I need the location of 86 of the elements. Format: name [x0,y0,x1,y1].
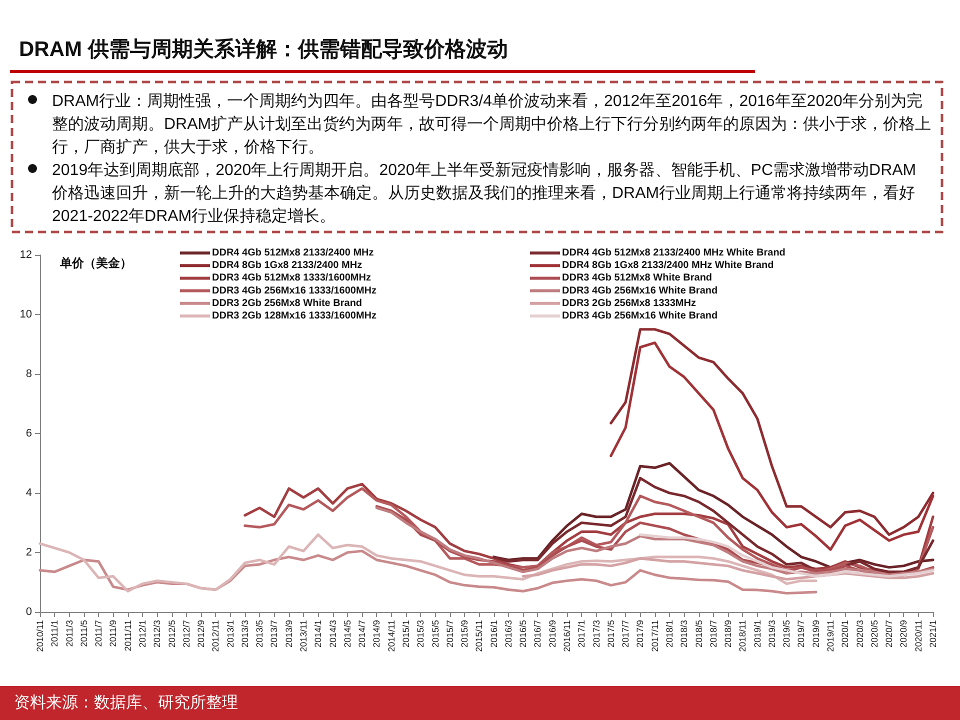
y-axis-title: 单价（美金） [59,256,132,270]
legend-label: DDR3 2Gb 256Mx8 1333MHz [562,298,696,309]
x-tick-label: 2010/11 [35,620,45,652]
legend-label: DDR3 2Gb 128Mx16 1333/1600MHz [212,310,377,322]
x-tick-label: 2014/7 [357,620,368,648]
x-tick-label: 2015/1 [400,620,411,648]
x-tick-label: 2011/7 [94,620,104,647]
x-tick-label: 2011/3 [64,620,74,647]
x-tick-label: 2015/5 [430,620,440,648]
x-tick-label: 2016/11 [562,620,572,652]
x-tick-label: 2014/9 [372,620,382,648]
x-tick-label: 2013/5 [254,620,265,648]
x-tick-label: 2016/9 [547,620,558,648]
y-tick-label: 10 [20,308,32,320]
x-tick-label: 2015/11 [474,620,484,652]
x-tick-label: 2019/5 [782,620,792,648]
legend-label: DDR3 4Gb 256Mx16 White Brand [562,310,718,322]
x-tick-label: 2015/3 [416,620,426,648]
x-tick-label: 2020/1 [840,620,850,648]
text: 资料来源：数据库、研究所整理 [14,694,238,712]
x-tick-label: 2015/7 [444,620,455,648]
y-tick-label: 12 [20,249,32,261]
x-tick-label: 2020/9 [898,620,909,648]
x-tick-label: 2018/1 [664,620,674,648]
x-tick-label: 2013/3 [240,620,250,648]
legend-label: DDR4 4Gb 512Mx8 2133/2400 MHz White Brand [562,248,786,258]
x-tick-label: 2013/9 [284,620,294,648]
x-tick-label: 2019/7 [796,620,806,648]
x-tick-label: 2016/7 [532,620,543,648]
y-tick-label: 6 [26,428,32,440]
x-tick-label: 2017/11 [650,620,660,652]
x-tick-label: 2014/5 [342,620,352,648]
legend-label: DDR4 8Gb 1Gx8 2133/2400 MHz [212,260,362,272]
legend-label: DDR3 4Gb 256Mx16 1333/1600MHz [212,285,377,296]
x-tick-label: 2017/3 [591,620,602,648]
x-tick-label: 2020/5 [869,620,880,648]
y-tick-label: 2 [26,546,32,558]
x-tick-label: 2017/5 [606,620,616,648]
x-tick-label: 2020/11 [913,620,924,652]
legend-label: DDR3 2Gb 256Mx8 White Brand [212,298,362,309]
x-tick-label: 2013/11 [298,620,309,652]
x-tick-label: 2011/11 [122,620,133,652]
x-tick-label: 2018/9 [723,620,734,648]
y-tick-label: 4 [26,487,32,499]
x-tick-label: 2013/7 [269,620,280,648]
x-tick-label: 2012/11 [210,620,221,652]
x-tick-label: 2017/7 [620,620,631,648]
x-tick-label: 2017/9 [635,620,646,648]
x-tick-label: 2015/9 [460,620,470,648]
legend-label: DDR4 8Gb 1Gx8 2133/2400 MHz White Brand [562,260,774,272]
x-tick-label: 2021/1 [928,620,938,648]
legend-label: DDR3 4Gb 512Mx8 1333/1600MHz [212,272,371,284]
legend-label: DDR4 4Gb 512Mx8 2133/2400 MHz [212,248,374,258]
x-tick-label: 2019/9 [810,620,821,648]
x-tick-label: 2012/1 [137,620,148,648]
x-tick-label: 2011/5 [78,620,89,647]
x-tick-label: 2016/5 [518,620,528,648]
x-tick-label: 2011/9 [108,620,118,647]
x-tick-label: 2012/3 [152,620,162,648]
x-tick-label: 2013/1 [225,620,236,648]
x-tick-label: 2014/11 [386,620,396,652]
x-tick-label: 2016/1 [488,620,499,648]
x-tick-label: 2016/3 [503,620,514,648]
x-tick-label: 2012/9 [196,620,206,648]
x-tick-label: 2014/3 [328,620,338,648]
x-tick-label: 2018/3 [679,620,690,648]
x-tick-label: 2017/1 [576,620,587,648]
chart-title: DRAM 供需与周期关系详解：供需错配导致价格波动 [19,37,508,61]
x-tick-label: 2012/5 [166,620,177,648]
x-tick-label: 2018/7 [708,620,718,648]
x-tick-label: 2019/11 [826,620,836,652]
legend-label: DDR3 4Gb 256Mx16 White Brand [562,285,718,296]
x-tick-label: 2018/5 [694,620,704,648]
x-tick-label: 2020/7 [884,620,894,648]
x-tick-label: 2012/7 [181,620,192,648]
legend-label: DDR3 4Gb 512Mx8 White Brand [562,272,712,284]
x-tick-label: 2019/3 [766,620,777,648]
y-tick-label: 8 [26,368,32,380]
x-tick-label: 2011/1 [50,620,60,647]
y-tick-label: 0 [26,606,32,618]
text: DRAM行业：周期性强，一个周期约为四年。由各型号DDR3/4单价波动来看，2012年至2016年，2016年至2020年分别为完整的波动周期。DRAM扩产从计划至出货约为两年，故可得一个周期中价格上行下行分别约两年的原因为：供小于求，价格上行，厂商扩产，供大于求，价格下行。 [52,92,932,156]
x-tick-label: 2020/3 [854,620,865,648]
x-tick-label: 2018/11 [738,620,748,652]
x-tick-label: 2014/1 [313,620,324,648]
x-tick-label: 2019/1 [752,620,762,648]
text: 2019年达到周期底部，2020年上行周期开启。2020年上半年受新冠疫情影响，服务器、智能手机、PC需求激增带动DRAM价格迅速回升，新一轮上升的大趋势基本确定。从历史数据及我们的推理来看，DRAM行业周期上行通常将持续两年，看好2021-2022年DRAM行业保持稳定增长。 [51,161,916,225]
